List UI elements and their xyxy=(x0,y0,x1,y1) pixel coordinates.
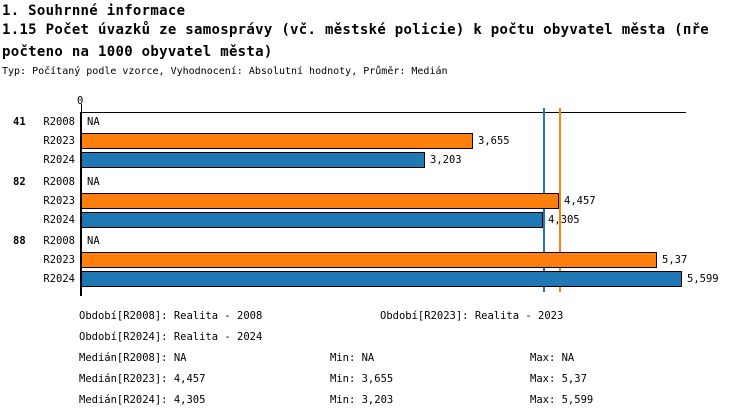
x-axis-origin-label: 0 xyxy=(77,95,84,107)
row-label-41-R2024: R2024 xyxy=(43,154,75,166)
stat-period-r2008: Období[R2008]: Realita - 2008 xyxy=(79,310,263,322)
bar-41-R2023 xyxy=(81,133,473,149)
group-label-82: 82 xyxy=(13,176,26,188)
stat-min-r2024: Min: 3,203 xyxy=(330,394,394,406)
group-label-88: 88 xyxy=(13,235,26,247)
row-label-82-R2023: R2023 xyxy=(43,195,75,207)
value-label-88-R2024: 5,599 xyxy=(687,273,719,285)
stat-period-r2023: Období[R2023]: Realita - 2023 xyxy=(380,310,564,322)
row-label-88-R2008: R2008 xyxy=(43,235,75,247)
row-label-88-R2023: R2023 xyxy=(43,254,75,266)
value-label-88-R2008: NA xyxy=(87,235,100,247)
row-label-88-R2024: R2024 xyxy=(43,273,75,285)
value-label-82-R2024: 4,305 xyxy=(548,214,580,226)
value-label-82-R2008: NA xyxy=(87,176,100,188)
indicator-title-line2: počteno na 1000 obyvatel města) xyxy=(2,44,273,60)
stat-min-r2008: Min: NA xyxy=(330,352,375,364)
stat-period-r2024: Období[R2024]: Realita - 2024 xyxy=(79,331,263,343)
indicator-meta: Typ: Počítaný podle vzorce, Vyhodnocení:… xyxy=(2,66,448,77)
median-line-R2023 xyxy=(559,108,561,292)
indicator-title-line1: 1.15 Počet úvazků ze samosprávy (vč. měs… xyxy=(2,22,710,38)
value-label-41-R2023: 3,655 xyxy=(478,135,510,147)
bar-82-R2024 xyxy=(81,212,543,228)
x-axis-tick xyxy=(81,104,82,112)
stat-max-r2024: Max: 5,599 xyxy=(530,394,594,406)
bar-88-R2024 xyxy=(81,271,682,287)
row-label-41-R2008: R2008 xyxy=(43,116,75,128)
stat-median-r2023: Medián[R2023]: 4,457 xyxy=(79,373,206,385)
row-label-82-R2008: R2008 xyxy=(43,176,75,188)
bar-82-R2023 xyxy=(81,193,559,209)
row-label-82-R2024: R2024 xyxy=(43,214,75,226)
bar-41-R2024 xyxy=(81,152,425,168)
bar-88-R2023 xyxy=(81,252,657,268)
value-label-88-R2023: 5,37 xyxy=(662,254,688,266)
value-label-41-R2024: 3,203 xyxy=(430,154,462,166)
stat-max-r2008: Max: NA xyxy=(530,352,575,364)
stat-median-r2024: Medián[R2024]: 4,305 xyxy=(79,394,206,406)
group-label-41: 41 xyxy=(13,116,26,128)
stat-max-r2023: Max: 5,37 xyxy=(530,373,587,385)
x-axis-line xyxy=(81,112,686,113)
section-title: 1. Souhrnné informace xyxy=(2,3,186,19)
stat-median-r2008: Medián[R2008]: NA xyxy=(79,352,187,364)
value-label-82-R2023: 4,457 xyxy=(564,195,596,207)
stat-min-r2023: Min: 3,655 xyxy=(330,373,394,385)
value-label-41-R2008: NA xyxy=(87,116,100,128)
row-label-41-R2023: R2023 xyxy=(43,135,75,147)
